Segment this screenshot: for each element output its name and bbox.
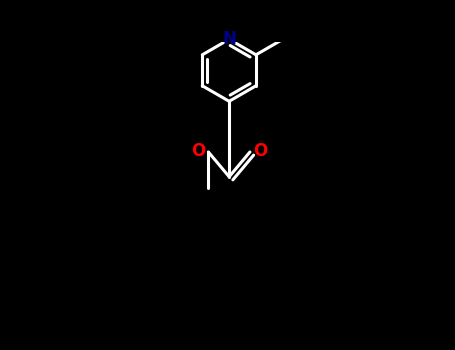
Text: O: O [253,142,268,160]
Text: O: O [191,142,205,160]
Text: N: N [222,30,236,48]
